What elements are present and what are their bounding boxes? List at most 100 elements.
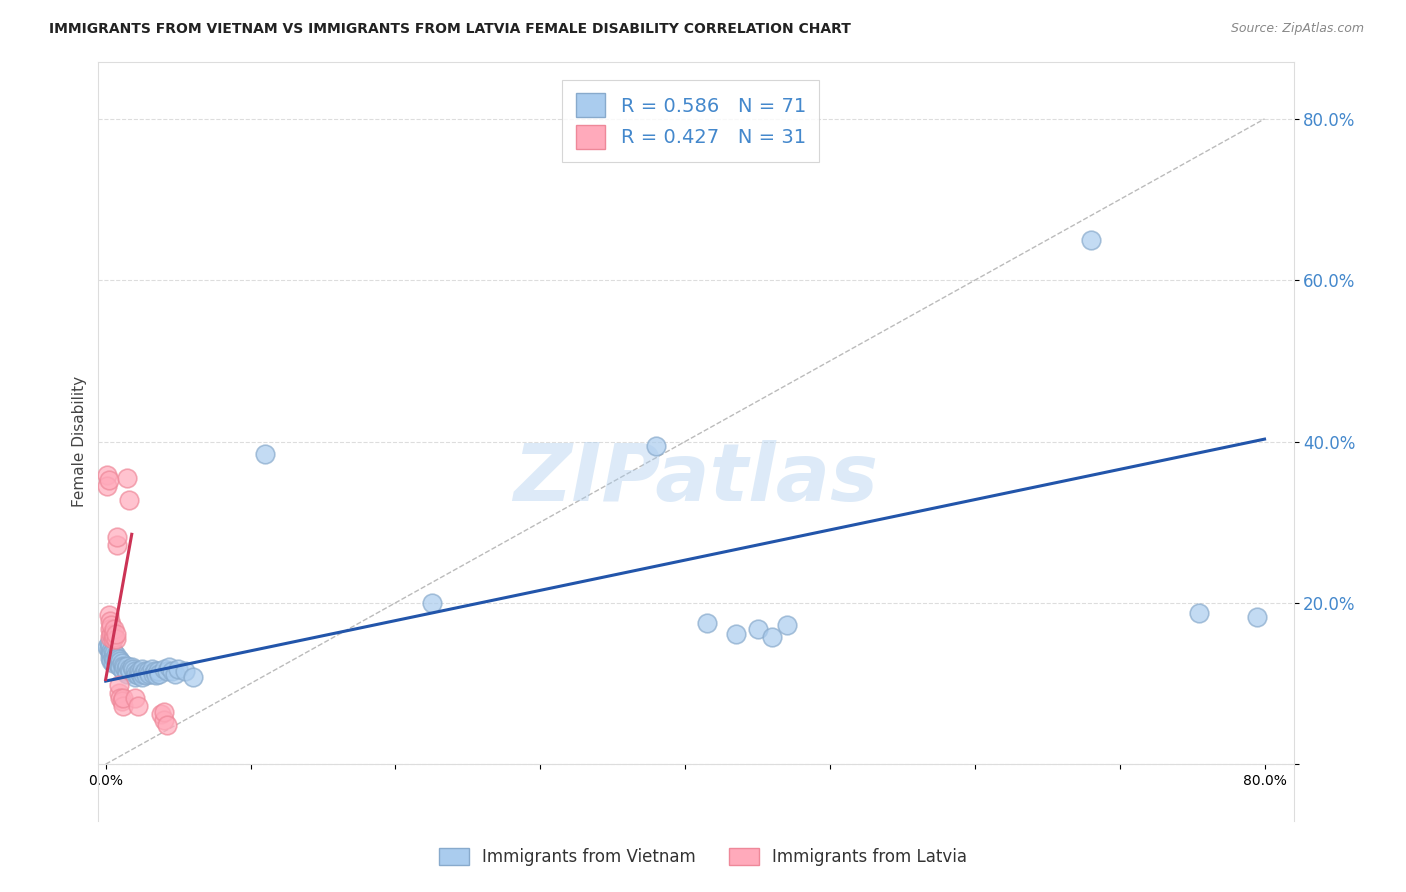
Point	[162, 665, 184, 679]
Point	[152, 662, 174, 676]
Legend: R = 0.586   N = 71, R = 0.427   N = 31: R = 0.586 N = 71, R = 0.427 N = 31	[562, 79, 820, 162]
Point	[747, 622, 769, 636]
Point	[110, 694, 132, 708]
Point	[155, 665, 177, 679]
Point	[98, 638, 121, 652]
Point	[105, 538, 128, 552]
Point	[114, 660, 136, 674]
Point	[101, 644, 124, 658]
Point	[103, 652, 125, 666]
Point	[696, 615, 718, 630]
Point	[124, 670, 146, 684]
Point	[125, 666, 148, 681]
Point	[165, 666, 187, 681]
Point	[120, 665, 142, 679]
Point	[100, 642, 122, 657]
Point	[112, 699, 135, 714]
Point	[115, 662, 138, 676]
Point	[155, 718, 177, 732]
Point	[146, 665, 169, 679]
Point	[1080, 233, 1102, 247]
Point	[104, 648, 127, 663]
Point	[97, 636, 120, 650]
Text: Source: ZipAtlas.com: Source: ZipAtlas.com	[1230, 22, 1364, 36]
Point	[128, 665, 150, 679]
Point	[108, 654, 131, 668]
Point	[145, 668, 167, 682]
Point	[181, 670, 204, 684]
Point	[152, 705, 174, 719]
Point	[105, 657, 128, 671]
Point	[645, 439, 668, 453]
Point	[121, 660, 143, 674]
Point	[96, 479, 118, 493]
Point	[104, 626, 127, 640]
Point	[149, 707, 172, 722]
Point	[132, 666, 155, 681]
Point	[124, 665, 146, 679]
Point	[152, 713, 174, 727]
Point	[141, 662, 163, 676]
Text: IMMIGRANTS FROM VIETNAM VS IMMIGRANTS FROM LATVIA FEMALE DISABILITY CORRELATION : IMMIGRANTS FROM VIETNAM VS IMMIGRANTS FR…	[49, 22, 851, 37]
Point	[96, 640, 118, 655]
Point	[98, 650, 121, 665]
Point	[108, 691, 131, 706]
Point	[100, 626, 122, 640]
Point	[135, 668, 157, 682]
Legend: Immigrants from Vietnam, Immigrants from Latvia: Immigrants from Vietnam, Immigrants from…	[425, 834, 981, 880]
Point	[138, 666, 160, 681]
Text: ZIPatlas: ZIPatlas	[513, 441, 879, 518]
Point	[118, 492, 141, 507]
Point	[101, 632, 124, 647]
Point	[112, 658, 135, 673]
Point	[117, 471, 139, 485]
Point	[107, 686, 129, 700]
Point	[124, 691, 146, 706]
Point	[96, 468, 118, 483]
Point	[136, 665, 159, 679]
Point	[1246, 610, 1268, 624]
Point	[143, 665, 166, 679]
Point	[100, 618, 122, 632]
Point	[174, 665, 197, 679]
Point	[1188, 606, 1211, 620]
Point	[110, 657, 132, 671]
Point	[101, 626, 124, 640]
Point	[131, 670, 153, 684]
Point	[103, 622, 125, 636]
Point	[98, 622, 121, 636]
Point	[122, 662, 145, 676]
Point	[157, 660, 180, 674]
Point	[775, 618, 797, 632]
Point	[97, 473, 120, 487]
Point	[97, 641, 120, 656]
Point	[107, 678, 129, 692]
Point	[761, 630, 783, 644]
Point	[98, 630, 121, 644]
Point	[129, 666, 152, 681]
Point	[167, 662, 190, 676]
Point	[97, 607, 120, 622]
Point	[103, 630, 125, 644]
Point	[100, 654, 122, 668]
Point	[101, 657, 124, 671]
Point	[105, 530, 128, 544]
Point	[117, 666, 139, 681]
Point	[148, 666, 170, 681]
Point	[127, 699, 149, 714]
Point	[142, 666, 165, 681]
Point	[98, 646, 121, 660]
Point	[103, 646, 125, 660]
Point	[104, 632, 127, 647]
Y-axis label: Female Disability: Female Disability	[72, 376, 87, 508]
Point	[117, 658, 139, 673]
Point	[101, 649, 124, 664]
Point	[131, 662, 153, 676]
Point	[253, 447, 276, 461]
Point	[724, 626, 747, 640]
Point	[107, 658, 129, 673]
Point	[112, 665, 135, 679]
Point	[100, 648, 122, 662]
Point	[127, 668, 149, 682]
Point	[98, 614, 121, 628]
